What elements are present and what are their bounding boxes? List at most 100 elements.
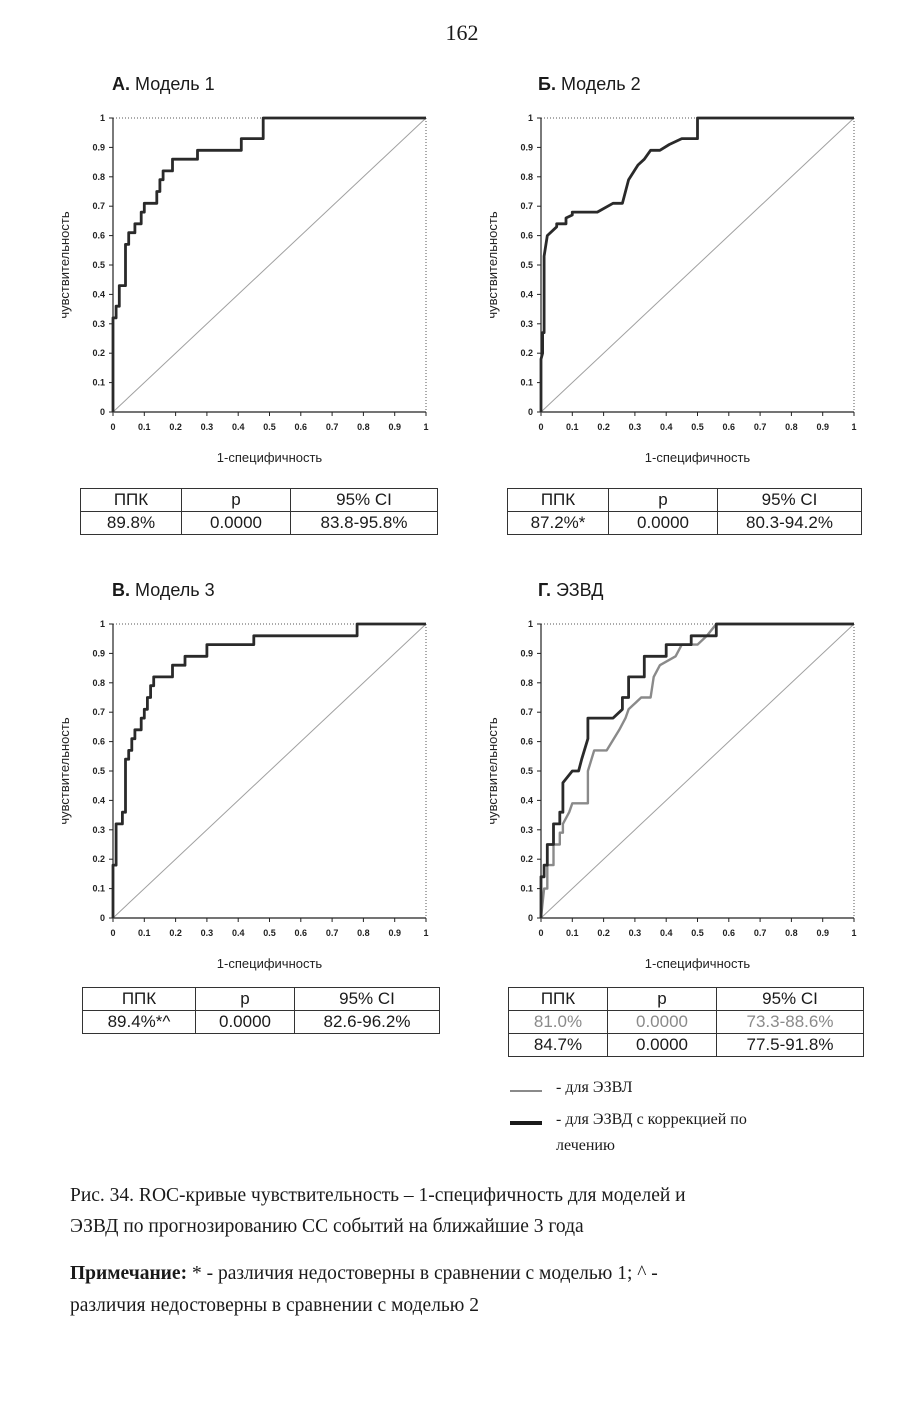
- x-tick-label: 0.7: [754, 928, 767, 938]
- x-tick-label: 0: [538, 422, 543, 432]
- x-axis-title: 1-специфичность: [217, 450, 323, 465]
- x-tick-label: 0.1: [138, 422, 151, 432]
- roc-curve-line: [539, 622, 854, 918]
- x-tick-label: 0.8: [357, 928, 370, 938]
- x-tick-label: 0.5: [263, 422, 276, 432]
- table-row: 84.7% 0.0000 77.5-91.8%: [508, 1033, 864, 1057]
- page-number: 162: [445, 20, 479, 45]
- y-axis-title: чувствительность: [57, 717, 72, 824]
- x-tick-label: 0.5: [263, 928, 276, 938]
- x-tick-label: 0.6: [295, 928, 308, 938]
- note-line-2: различия недостоверны в сравнении с моде…: [70, 1295, 480, 1316]
- table-cell-p: 0.0000: [195, 1010, 295, 1034]
- table-cell-auc: 81.0%: [508, 1010, 608, 1034]
- y-tick-label: 0.8: [92, 678, 105, 688]
- x-tick-label: 0.6: [295, 422, 308, 432]
- roc-chart-model-2: 00 0.1 0.1 0.2 0.2 0.3 0.3 0.4 0.4 0.5 0.5 0.6 0.6 0.…: [485, 113, 857, 465]
- x-tick-label: 0.3: [201, 928, 214, 938]
- roc-chart-ezvd: 00 0.1 0.1 0.2 0.2 0.3 0.3 0.4 0.4 0.5 0.5 0.6 0.6 0.…: [485, 619, 857, 971]
- table-cell-auc: 89.4%*^: [82, 1010, 196, 1034]
- note-line-1: Примечание: * - различия недостоверны в …: [70, 1258, 658, 1289]
- y-tick-label: 0.5: [92, 766, 105, 776]
- table-cell-auc: 84.7%: [508, 1033, 608, 1057]
- roc-curve-line: [111, 622, 426, 918]
- x-tick-label: 0.5: [691, 928, 704, 938]
- y-tick-label: 0.4: [92, 289, 105, 299]
- y-tick-label: 0.6: [92, 231, 105, 241]
- y-tick-label: 0.1: [92, 884, 105, 894]
- panel-a-name: Модель 1: [135, 74, 215, 94]
- y-tick-label: 0.9: [520, 648, 533, 658]
- x-tick-label: 0.1: [566, 928, 579, 938]
- x-axis-title: 1-специфичность: [645, 450, 751, 465]
- y-tick-label: 0: [100, 913, 105, 923]
- y-tick-label: 0.3: [520, 825, 533, 835]
- roc-chart-model-3: 00 0.1 0.1 0.2 0.2 0.3 0.3 0.4 0.4 0.5 0.5 0.6 0.6 0.…: [57, 619, 429, 971]
- table-cell-p: 0.0000: [607, 1033, 717, 1057]
- stats-table-ezvd: ППК p 95% CI 81.0% 0.0000 73.3-88.6% 84.…: [508, 987, 864, 1057]
- y-tick-label: 0.3: [520, 319, 533, 329]
- x-tick-label: 0.3: [201, 422, 214, 432]
- x-tick-label: 0.3: [629, 422, 642, 432]
- y-tick-label: 0: [100, 407, 105, 417]
- panel-b-title: Б. Модель 2: [538, 74, 641, 95]
- reference-diagonal-line: [540, 623, 855, 919]
- y-tick-label: 0: [528, 407, 533, 417]
- y-tick-label: 0.1: [520, 378, 533, 388]
- stats-table-model-3: ППК p 95% CI 89.4%*^ 0.0000 82.6-96.2%: [82, 987, 440, 1034]
- table-header-cell: p: [608, 488, 718, 512]
- table-row: 89.8% 0.0000 83.8-95.8%: [80, 511, 438, 535]
- x-tick-label: 0.8: [357, 422, 370, 432]
- table-cell-p: 0.0000: [607, 1010, 717, 1034]
- y-axis-title: чувствительность: [485, 211, 500, 318]
- y-tick-label: 1: [528, 113, 533, 123]
- table-cell-ci: 77.5-91.8%: [716, 1033, 864, 1057]
- legend-dark-label: - для ЭЗВД с коррекцией по: [556, 1111, 747, 1128]
- table-header-cell: ППК: [82, 987, 196, 1011]
- y-axis-title: чувствительность: [485, 717, 500, 824]
- x-tick-label: 0.6: [723, 928, 736, 938]
- y-tick-label: 0.4: [92, 795, 105, 805]
- y-tick-label: 0.6: [520, 231, 533, 241]
- reference-diagonal-line: [112, 117, 427, 413]
- x-tick-label: 0.1: [138, 928, 151, 938]
- x-tick-label: 0.2: [597, 928, 610, 938]
- x-tick-label: 0.2: [169, 928, 182, 938]
- panel-c-letter: В.: [112, 580, 130, 600]
- y-tick-label: 0.9: [92, 142, 105, 152]
- y-tick-label: 0.2: [520, 854, 533, 864]
- x-tick-label: 1: [851, 422, 856, 432]
- y-tick-label: 0.5: [520, 260, 533, 270]
- panel-c-title: В. Модель 3: [112, 580, 215, 601]
- reference-diagonal-line: [540, 117, 855, 413]
- table-header-cell: 95% CI: [290, 488, 438, 512]
- panel-a-title: А. Модель 1: [112, 74, 215, 95]
- y-tick-label: 0.7: [520, 201, 533, 211]
- panel-d-name: ЭЗВД: [555, 580, 604, 600]
- y-tick-label: 0.7: [520, 707, 533, 717]
- y-tick-label: 1: [100, 619, 105, 629]
- table-header-cell: p: [181, 488, 291, 512]
- x-tick-label: 0.7: [754, 422, 767, 432]
- x-tick-label: 0.1: [566, 422, 579, 432]
- x-tick-label: 0.9: [388, 422, 401, 432]
- y-tick-label: 0.5: [520, 766, 533, 776]
- x-tick-label: 0.9: [816, 928, 829, 938]
- y-tick-label: 0.8: [520, 172, 533, 182]
- note-label: Примечание:: [70, 1263, 188, 1284]
- table-header-cell: p: [607, 987, 717, 1011]
- x-tick-label: 0.2: [597, 422, 610, 432]
- table-row: 81.0% 0.0000 73.3-88.6%: [508, 1010, 864, 1034]
- table-row: 89.4%*^ 0.0000 82.6-96.2%: [82, 1010, 440, 1034]
- table-cell-ci: 80.3-94.2%: [717, 511, 862, 535]
- y-tick-label: 0: [528, 913, 533, 923]
- panel-d-letter: Г.: [538, 580, 551, 600]
- x-tick-label: 0.5: [691, 422, 704, 432]
- x-tick-label: 0.6: [723, 422, 736, 432]
- x-tick-label: 0.4: [232, 422, 245, 432]
- table-header-cell: 95% CI: [716, 987, 864, 1011]
- y-tick-label: 0.4: [520, 795, 533, 805]
- panel-b-letter: Б.: [538, 74, 556, 94]
- y-tick-label: 0.2: [520, 348, 533, 358]
- table-header-row: ППК p 95% CI: [508, 987, 864, 1011]
